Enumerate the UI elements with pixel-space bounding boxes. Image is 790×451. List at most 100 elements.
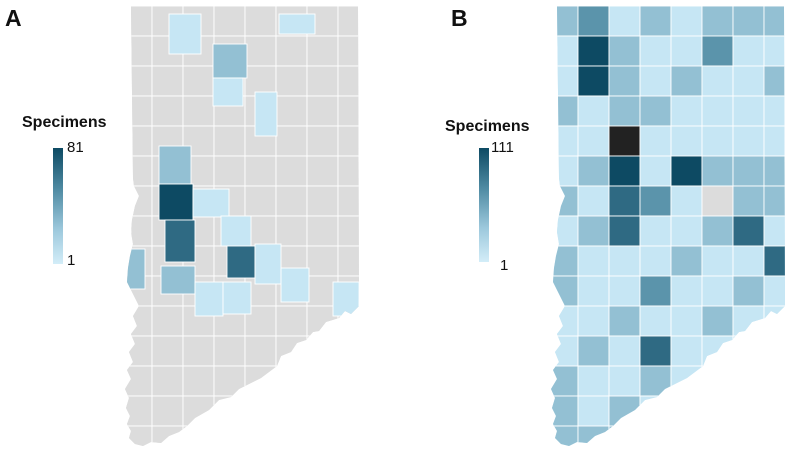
county-colored — [160, 265, 196, 295]
county — [608, 275, 641, 307]
legend-b-max-label: 111 — [491, 139, 514, 156]
county — [732, 155, 765, 187]
county — [732, 65, 765, 97]
county-colored — [212, 43, 248, 79]
county — [551, 65, 579, 97]
county-colored — [220, 215, 252, 247]
county — [244, 335, 277, 367]
county — [551, 245, 579, 277]
county — [670, 185, 703, 217]
county — [608, 395, 641, 427]
county — [701, 365, 734, 397]
county-outlier — [608, 125, 641, 157]
county — [732, 125, 765, 157]
county — [701, 65, 734, 97]
county — [701, 275, 734, 307]
county — [577, 275, 610, 307]
county — [577, 95, 610, 127]
county — [639, 65, 672, 97]
county — [275, 125, 308, 157]
county — [639, 305, 672, 337]
county — [701, 185, 734, 217]
county — [213, 335, 246, 367]
county — [275, 95, 308, 127]
county-colored — [278, 13, 316, 35]
county — [306, 215, 339, 247]
county — [763, 425, 785, 446]
county — [577, 155, 610, 187]
county — [701, 335, 734, 367]
legend-a-max-label: 81 — [67, 139, 84, 156]
county — [608, 305, 641, 337]
county — [639, 275, 672, 307]
county — [763, 305, 785, 337]
county — [701, 155, 734, 187]
county — [244, 425, 277, 446]
county — [608, 425, 641, 446]
county — [213, 155, 246, 187]
county — [732, 275, 765, 307]
county — [608, 245, 641, 277]
county-colored — [254, 91, 278, 137]
county — [608, 215, 641, 247]
panel-a-label: A — [5, 5, 22, 31]
county — [577, 215, 610, 247]
county — [732, 6, 765, 37]
county — [275, 305, 308, 337]
county — [551, 425, 579, 446]
county — [763, 215, 785, 247]
county — [306, 425, 339, 446]
county — [151, 95, 184, 127]
county — [551, 215, 579, 247]
county — [337, 95, 359, 127]
county — [639, 185, 672, 217]
county — [732, 95, 765, 127]
county — [670, 215, 703, 247]
county — [639, 425, 672, 446]
county — [151, 335, 184, 367]
county — [577, 245, 610, 277]
county — [182, 365, 215, 397]
county — [551, 35, 579, 67]
county — [732, 395, 765, 427]
county — [213, 425, 246, 446]
county-colored — [280, 267, 310, 303]
county — [732, 305, 765, 337]
county — [125, 6, 153, 37]
county — [125, 155, 153, 187]
county — [306, 125, 339, 157]
county — [275, 335, 308, 367]
county — [670, 6, 703, 37]
county — [551, 6, 579, 37]
county — [244, 155, 277, 187]
county — [732, 35, 765, 67]
county-colored — [226, 245, 256, 279]
county — [577, 35, 610, 67]
county — [337, 6, 359, 37]
county-colored — [222, 281, 252, 315]
county — [763, 6, 785, 37]
county — [639, 395, 672, 427]
county — [213, 125, 246, 157]
county-colored — [158, 183, 194, 221]
county-colored — [254, 243, 282, 285]
county — [551, 365, 579, 397]
county — [182, 395, 215, 427]
county — [125, 305, 153, 337]
county — [763, 335, 785, 367]
county — [639, 125, 672, 157]
county — [639, 6, 672, 37]
county — [306, 185, 339, 217]
county — [182, 95, 215, 127]
legend-b-min-label: 1 — [500, 257, 509, 274]
county — [670, 425, 703, 446]
county — [577, 65, 610, 97]
county — [551, 335, 579, 367]
county — [701, 245, 734, 277]
county — [275, 155, 308, 187]
county — [337, 245, 359, 277]
county — [551, 185, 579, 217]
county-colored — [168, 13, 202, 55]
county — [125, 365, 153, 397]
county-colored — [125, 248, 146, 290]
